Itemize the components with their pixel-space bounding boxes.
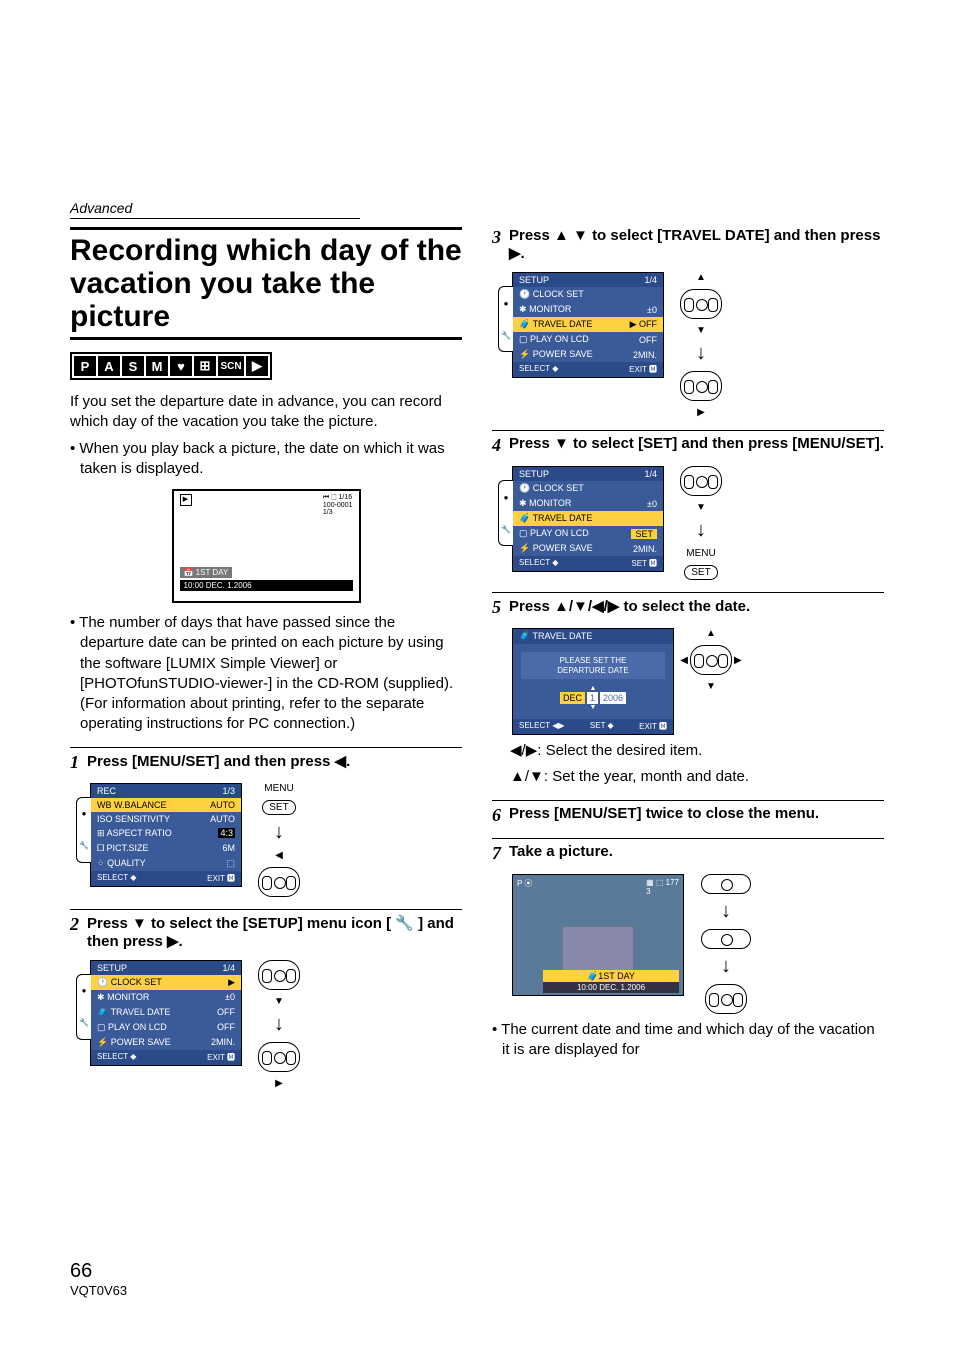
page-title: Recording which day of the vacation you … [70,227,462,340]
section-label: Advanced [70,200,360,219]
step-2-num: 2 [70,914,79,935]
step2-controls: ▼ ↓ ▶ [254,960,304,1089]
playback-day: 📅 1ST DAY [180,567,233,578]
menu-side-tabs: ●🔧 [76,797,91,863]
rec-menu: REC1/3 WB W.BALANCEAUTO ISO SENSITIVITYA… [90,783,242,887]
bullet-playback: When you play back a picture, the date o… [70,439,462,480]
capture-preview: P ⦿▦ ⬚ 1773 🧳1ST DAY 10:00 DEC. 1.2006 [512,874,684,996]
mode-s: S [122,356,144,376]
bullet-print: The number of days that have passed sinc… [70,613,462,735]
step-4-text: Press ▼ to select [SET] and then press [… [509,435,884,452]
shutter-half-icon [701,874,751,894]
step-2-text: Press ▼ to select the [SETUP] menu icon … [87,914,462,950]
playback-topright: ⏮ ⬚ 1/16 100-0001 1/3 [323,494,353,516]
step-6-num: 6 [492,805,501,826]
mode-scn: SCN [218,356,244,376]
bullet-display: The current date and time and which day … [492,1020,884,1061]
step7-controls: ↓ ↓ [698,874,754,1014]
step3-controls: ▲▼ ↓ ▶ [676,272,726,418]
step-3-num: 3 [492,227,501,248]
mode-m: M [146,356,168,376]
page-number: 66 VQT0V63 [70,1260,127,1298]
playback-date: 10:00 DEC. 1.2006 [180,580,353,591]
step-5-text: Press ▲/▼/◀/▶ to select the date. [509,597,750,615]
step5-note2: ▲/▼: Set the year, month and date. [510,767,884,787]
lcd-playback-preview: ▶ ⏮ ⬚ 1/16 100-0001 1/3 📅 1ST DAY 10:00 … [172,489,361,603]
step-1-num: 1 [70,752,79,773]
shutter-full-icon [701,929,751,949]
setup-menu-step2: SETUP1/4 🕐 CLOCK SET▶ ✱ MONITOR±0 🧳 TRAV… [90,960,242,1066]
step-7-num: 7 [492,843,501,864]
mode-a: A [98,356,120,376]
setup-menu-step3: SETUP1/4 🕐 CLOCK SET ✱ MONITOR±0 🧳 TRAVE… [512,272,664,378]
setup-menu-step4: SETUP1/4 🕐 CLOCK SET ✱ MONITOR±0 🧳 TRAVE… [512,466,664,572]
step5-controls: ▲ ◀▶ ▼ [686,628,736,692]
step-1-text: Press [MENU/SET] and then press ◀. [87,752,350,770]
mode-play: ▶ [246,356,268,376]
step-7-text: Take a picture. [509,843,613,860]
step4-controls: ▼ ↓ MENU SET [676,466,726,580]
mode-movie: ⊞ [194,356,216,376]
play-mode-icon: ▶ [180,494,192,506]
mode-p: P [74,356,96,376]
intro-text: If you set the departure date in advance… [70,392,462,433]
step-4-num: 4 [492,435,501,456]
step5-note1: ◀/▶: Select the desired item. [510,741,884,761]
step-5-num: 5 [492,597,501,618]
step1-controls: MENU SET ↓ ◀ [254,783,304,897]
step-6-text: Press [MENU/SET] twice to close the menu… [509,805,819,822]
travel-date-screen: 🧳 TRAVEL DATE PLEASE SET THE DEPARTURE D… [512,628,674,735]
mode-dial-icons: P A S M ♥ ⊞ SCN ▶ [70,352,272,380]
menu-side-tabs-2: ●🔧 [76,974,91,1040]
step-3-text: Press ▲ ▼ to select [TRAVEL DATE] and th… [509,227,884,262]
mode-heart: ♥ [170,356,192,376]
